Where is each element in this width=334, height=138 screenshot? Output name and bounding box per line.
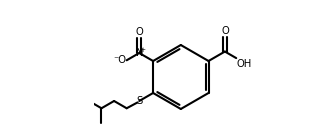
Text: O: O	[135, 27, 143, 37]
Text: O: O	[221, 26, 229, 36]
Text: N: N	[136, 48, 143, 58]
Text: +: +	[139, 47, 146, 53]
Text: S: S	[136, 96, 142, 106]
Text: ⁻O: ⁻O	[113, 55, 126, 65]
Text: OH: OH	[237, 59, 252, 69]
